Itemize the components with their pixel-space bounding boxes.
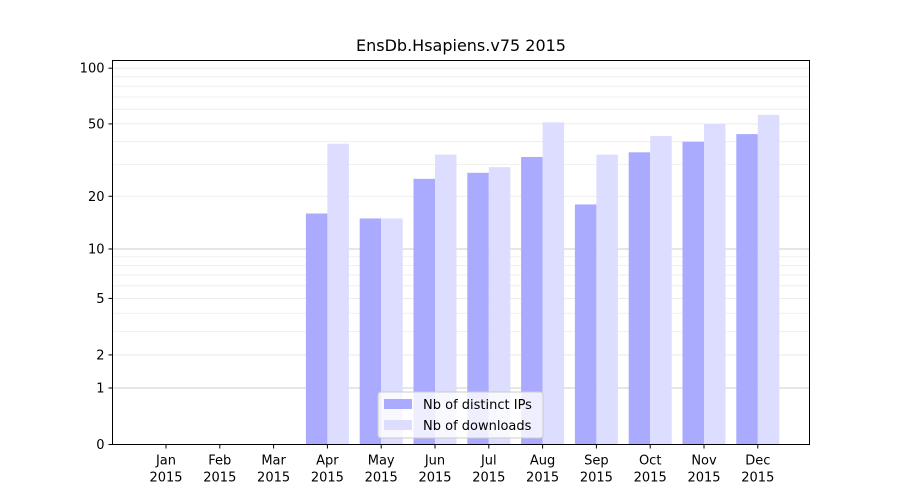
x-tick-label-year: 2015 (203, 471, 236, 486)
x-tick-label-month: Aug (530, 454, 555, 469)
bar-distinct-ips (736, 134, 758, 445)
x-tick-label-month: Dec (745, 454, 770, 469)
x-tick-label-month: Mar (261, 454, 286, 469)
grid-lines (112, 67, 810, 445)
x-tick-label-month: Jan (155, 454, 176, 469)
x-tick-label-year: 2015 (526, 471, 559, 486)
y-tick-label: 50 (88, 117, 105, 132)
bar-downloads (327, 143, 349, 445)
legend: Nb of distinct IPs Nb of downloads (377, 391, 544, 439)
bar-distinct-ips (574, 204, 597, 445)
x-tick-label-year: 2015 (311, 471, 344, 486)
plot-frame (112, 60, 810, 445)
x-tick-label-month: Jun (424, 454, 445, 469)
bar-distinct-ips (305, 213, 328, 445)
y-tick-label: 5 (96, 292, 104, 307)
y-tick-label: 0 (96, 438, 104, 453)
legend-box (377, 391, 544, 439)
legend-label: Nb of distinct IPs (423, 398, 532, 413)
y-tick-label: 2 (96, 348, 104, 363)
x-tick-label-month: Feb (208, 454, 231, 469)
x-tick-label-year: 2015 (418, 471, 451, 486)
bar-distinct-ips (467, 172, 489, 445)
x-tick-label-month: Sep (584, 454, 609, 469)
y-tick-label: 100 (80, 62, 105, 77)
y-axis: 0 1 2 5 10 20 50 100 (80, 62, 113, 453)
x-axis: Jan 2015 Feb 2015 Mar 2015 Apr 2015 May 2015 Jun 20… (149, 444, 774, 486)
x-tick-label-year: 2015 (257, 471, 290, 486)
x-tick-label-month: Oct (639, 454, 661, 469)
bars (305, 114, 780, 445)
y-tick-label: 1 (96, 381, 104, 396)
legend-label: Nb of downloads (423, 419, 532, 434)
x-tick-label-month: Jul (480, 454, 497, 469)
legend-swatch (384, 399, 412, 409)
x-tick-label-month: May (368, 454, 395, 469)
bar-distinct-ips (413, 178, 435, 445)
bar-distinct-ips (359, 218, 382, 445)
x-tick-label-year: 2015 (580, 471, 613, 486)
x-tick-label-year: 2015 (741, 471, 774, 486)
bar-downloads (542, 122, 565, 445)
chart-title: EnsDb.Hsapiens.v75 2015 (356, 36, 566, 55)
bar-distinct-ips (628, 152, 651, 445)
x-tick-label-year: 2015 (634, 471, 667, 486)
x-tick-label-year: 2015 (365, 471, 398, 486)
bar-distinct-ips (521, 156, 543, 445)
x-tick-label-month: Apr (316, 454, 339, 469)
bar-downloads (704, 123, 726, 445)
x-tick-label-year: 2015 (687, 471, 720, 486)
bar-downloads (596, 154, 618, 445)
bar-downloads (435, 154, 457, 445)
bar-downloads (650, 135, 672, 445)
bar-downloads (757, 114, 780, 445)
bar-downloads (488, 167, 511, 445)
x-tick-label-year: 2015 (472, 471, 505, 486)
x-tick-label-month: Nov (691, 454, 717, 469)
bar-distinct-ips (682, 141, 704, 445)
bar-downloads (381, 218, 403, 445)
legend-swatch (384, 420, 412, 430)
y-tick-label: 10 (88, 242, 105, 257)
y-tick-label: 20 (88, 190, 105, 205)
x-tick-label-year: 2015 (149, 471, 182, 486)
